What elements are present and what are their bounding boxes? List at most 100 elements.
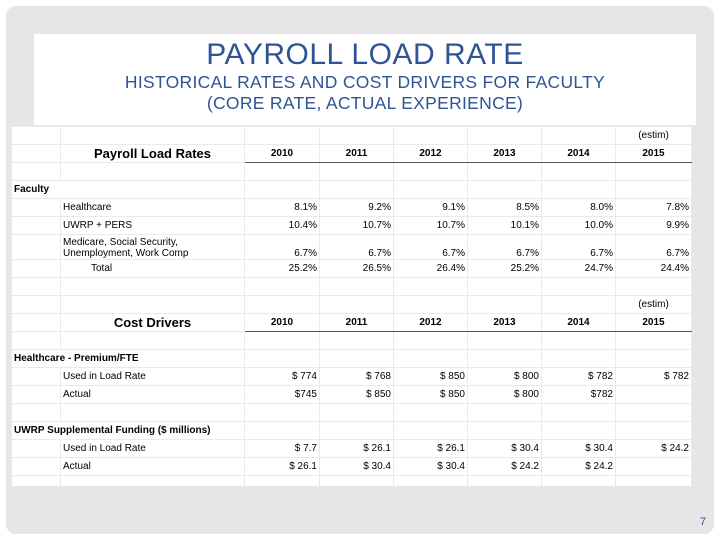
table-cell: 10.7% <box>319 216 394 235</box>
table-row: Healthcare 8.1% 9.2% 9.1% 8.5% 8.0% 7.8% <box>11 198 692 217</box>
table-cell: $ 7.7 <box>244 439 320 458</box>
table-cell: 8.1% <box>244 198 320 217</box>
year-header: 2014 <box>541 144 616 163</box>
table-cell: 10.4% <box>244 216 320 235</box>
table-row: Cost Drivers 2010 2011 2012 2013 2014 20… <box>11 313 692 332</box>
year-header: 2011 <box>319 313 394 332</box>
total-label: Total <box>60 259 245 278</box>
table-cell: $ 850 <box>393 385 468 404</box>
table-cell: $ 26.1 <box>393 439 468 458</box>
table-cell: 24.4% <box>615 259 692 278</box>
year-header: 2010 <box>244 313 320 332</box>
estim-label: (estim) <box>615 295 692 314</box>
table-cell: 26.4% <box>393 259 468 278</box>
table-row <box>11 277 692 296</box>
table-cell: 6.7% <box>244 234 320 260</box>
slide-title: PAYROLL LOAD RATE <box>206 38 524 71</box>
table-cell: $ 24.2 <box>541 457 616 476</box>
table-row: Used in Load Rate $ 774 $ 768 $ 850 $ 80… <box>11 367 692 386</box>
table-cell: 6.7% <box>615 234 692 260</box>
table-cell: $ 850 <box>319 385 394 404</box>
table-cell: 6.7% <box>319 234 394 260</box>
table-row: Total 25.2% 26.5% 26.4% 25.2% 24.7% 24.4… <box>11 259 692 278</box>
year-header: 2015 <box>615 144 692 163</box>
table-cell: 6.7% <box>467 234 542 260</box>
row-label: Medicare, Social Security, Unemployment,… <box>60 234 245 260</box>
table-cell: 25.2% <box>244 259 320 278</box>
table-cell: $ 800 <box>467 385 542 404</box>
cost-drivers-heading: Cost Drivers <box>60 313 245 332</box>
table-cell: 6.7% <box>393 234 468 260</box>
year-header: 2014 <box>541 313 616 332</box>
table-cell: $ 26.1 <box>319 439 394 458</box>
row-label: Used in Load Rate <box>60 367 245 386</box>
year-header: 2011 <box>319 144 394 163</box>
table-row <box>11 403 692 422</box>
section-label-uwrp: UWRP Supplemental Funding ($ millions) <box>11 421 245 440</box>
table-cell: $745 <box>244 385 320 404</box>
table-cell: 6.7% <box>541 234 616 260</box>
table-row: UWRP Supplemental Funding ($ millions) <box>11 421 692 440</box>
year-header: 2010 <box>244 144 320 163</box>
row-label: Healthcare <box>60 198 245 217</box>
payroll-table: (estim) Payroll Load Rates 2010 2011 201… <box>11 126 692 494</box>
table-cell: 9.9% <box>615 216 692 235</box>
table-row <box>11 475 692 494</box>
year-header: 2013 <box>467 313 542 332</box>
table-cell: 8.0% <box>541 198 616 217</box>
table-cell: $782 <box>541 385 616 404</box>
title-box: PAYROLL LOAD RATE HISTORICAL RATES AND C… <box>34 34 696 125</box>
table-cell: $ 850 <box>393 367 468 386</box>
table-cell: 25.2% <box>467 259 542 278</box>
table-cell: $ 768 <box>319 367 394 386</box>
table-cell: 9.1% <box>393 198 468 217</box>
table-cell: $ 782 <box>615 367 692 386</box>
table-row: Healthcare - Premium/FTE <box>11 349 692 368</box>
table-row: Faculty <box>11 180 692 199</box>
table-cell: 9.2% <box>319 198 394 217</box>
slide-subtitle-line-2: (CORE RATE, ACTUAL EXPERIENCE) <box>206 93 524 113</box>
table-cell: $ 26.1 <box>244 457 320 476</box>
table-row: Used in Load Rate $ 7.7 $ 26.1 $ 26.1 $ … <box>11 439 692 458</box>
table-row <box>11 331 692 350</box>
table-cell: $ 30.4 <box>467 439 542 458</box>
table-row: Actual $745 $ 850 $ 850 $ 800 $782 <box>11 385 692 404</box>
row-label: Actual <box>60 457 245 476</box>
row-label: Used in Load Rate <box>60 439 245 458</box>
table-row: Medicare, Social Security, Unemployment,… <box>11 234 692 260</box>
table-cell: $ 30.4 <box>319 457 394 476</box>
table-cell: 7.8% <box>615 198 692 217</box>
row-label: Actual <box>60 385 245 404</box>
table-row: UWRP + PERS 10.4% 10.7% 10.7% 10.1% 10.0… <box>11 216 692 235</box>
table-cell: $ 800 <box>467 367 542 386</box>
year-header: 2012 <box>393 144 468 163</box>
page-number: 7 <box>699 516 706 528</box>
table-cell: 10.7% <box>393 216 468 235</box>
table-cell: 26.5% <box>319 259 394 278</box>
year-header: 2015 <box>615 313 692 332</box>
table-cell: $ 24.2 <box>467 457 542 476</box>
table-row: Payroll Load Rates 2010 2011 2012 2013 2… <box>11 144 692 163</box>
load-rates-heading: Payroll Load Rates <box>60 144 245 163</box>
table-cell <box>615 385 692 404</box>
table-cell: $ 24.2 <box>615 439 692 458</box>
row-label: UWRP + PERS <box>60 216 245 235</box>
table-row: Actual $ 26.1 $ 30.4 $ 30.4 $ 24.2 $ 24.… <box>11 457 692 476</box>
table-row <box>11 162 692 181</box>
year-header: 2013 <box>467 144 542 163</box>
table-cell: $ 782 <box>541 367 616 386</box>
table-cell: 10.0% <box>541 216 616 235</box>
table-cell: $ 774 <box>244 367 320 386</box>
table-row: (estim) <box>11 126 692 145</box>
table-cell: 10.1% <box>467 216 542 235</box>
table-cell: $ 30.4 <box>541 439 616 458</box>
table-row: (estim) <box>11 295 692 314</box>
table-cell <box>615 457 692 476</box>
table-cell: 24.7% <box>541 259 616 278</box>
table-cell: 8.5% <box>467 198 542 217</box>
section-label-faculty: Faculty <box>11 180 245 199</box>
table-panel: (estim) Payroll Load Rates 2010 2011 201… <box>11 126 692 494</box>
table-cell: $ 30.4 <box>393 457 468 476</box>
estim-label: (estim) <box>615 126 692 145</box>
section-label-healthcare: Healthcare - Premium/FTE <box>11 349 245 368</box>
